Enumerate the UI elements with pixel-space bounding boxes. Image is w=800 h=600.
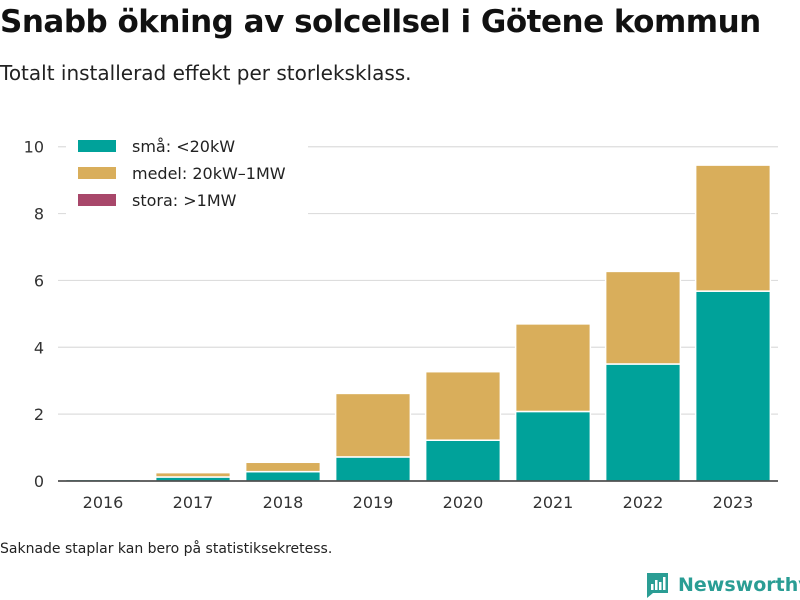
bar-segment [514, 410, 592, 482]
y-tick-label: 6 [34, 271, 44, 290]
x-tick-label: 2016 [83, 493, 124, 512]
chart-title: Snabb ökning av solcellsel i Götene komm… [0, 4, 761, 40]
y-tick-label: 4 [34, 338, 44, 357]
bar-segment [694, 290, 772, 482]
legend-label: stora: >1MW [132, 191, 237, 210]
brand-name: Newsworthy [678, 574, 800, 596]
bar-segment [514, 323, 592, 413]
bar-segment [694, 164, 772, 292]
x-tick-label: 2023 [713, 493, 754, 512]
bar-segment [154, 471, 232, 478]
legend-swatch [78, 167, 116, 179]
chart-subtitle: Totalt installerad effekt per storlekskl… [0, 61, 412, 85]
x-tick-label: 2018 [263, 493, 304, 512]
bar-segment [604, 270, 682, 365]
bar-segment [334, 392, 412, 458]
axes: 0 2 4 6 8 10 2016 2017 2018 2019 2020 2021 2022 2023 [24, 138, 778, 512]
legend-label: medel: 20kW–1MW [132, 164, 286, 183]
legend-swatch [78, 194, 116, 206]
footnote: Saknade staplar kan bero på statistiksek… [0, 541, 333, 557]
bar-segment [424, 370, 502, 441]
legend-label: små: <20kW [132, 137, 235, 156]
legend: små: <20kW medel: 20kW–1MW stora: >1MW [66, 133, 308, 215]
bar-segment [424, 439, 502, 482]
x-tick-label: 2021 [533, 493, 574, 512]
bar-segment [334, 456, 412, 482]
brand-logo[interactable]: Newsworthy [645, 570, 800, 600]
legend-swatch [78, 140, 116, 152]
bars [64, 164, 772, 482]
y-tick-label: 0 [34, 472, 44, 491]
y-tick-label: 8 [34, 205, 44, 224]
bar-segment [244, 470, 322, 482]
x-tick-label: 2022 [623, 493, 664, 512]
bar-segment [604, 363, 682, 482]
x-tick-label: 2017 [173, 493, 214, 512]
bar-segment [244, 461, 322, 473]
y-tick-label: 10 [24, 138, 44, 157]
y-tick-label: 2 [34, 405, 44, 424]
newsworthy-logo-icon [647, 573, 668, 598]
x-tick-label: 2020 [443, 493, 484, 512]
x-tick-label: 2019 [353, 493, 394, 512]
